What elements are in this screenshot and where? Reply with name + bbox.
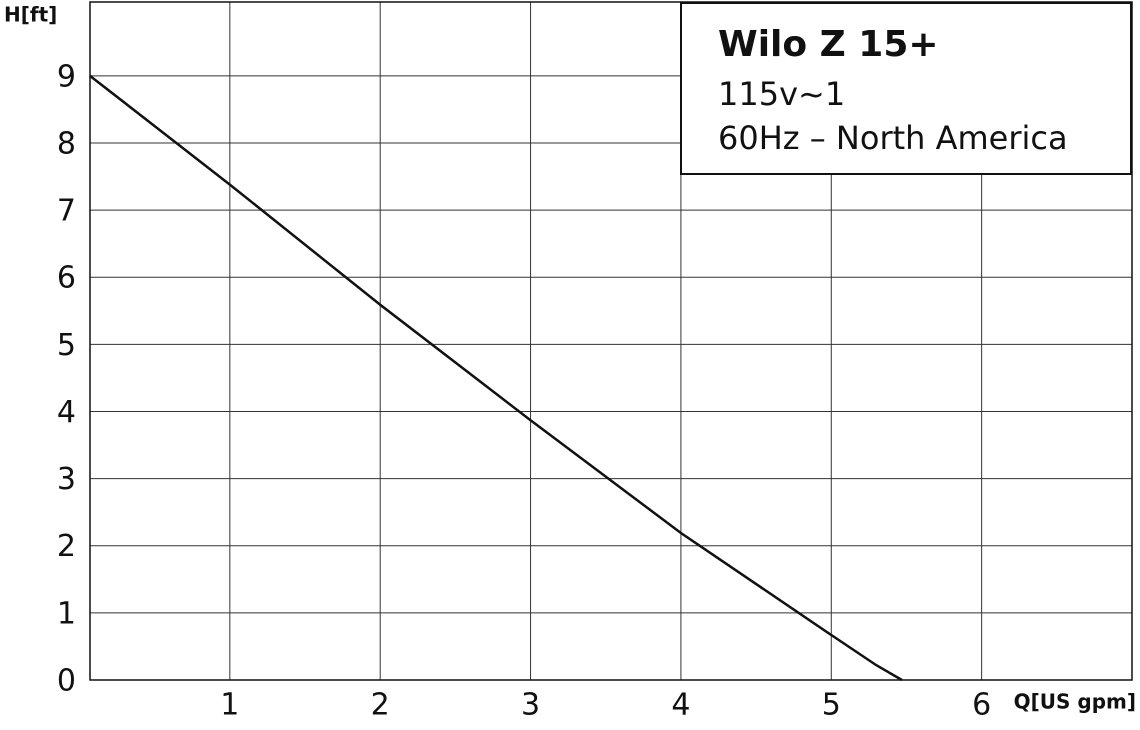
- y-tick-label: 2: [57, 529, 76, 564]
- annotation: 115v~1: [718, 75, 845, 113]
- x-tick-label: 5: [822, 688, 841, 723]
- y-tick-label: 4: [57, 395, 76, 430]
- x-tick-label: 6: [972, 688, 991, 723]
- y-axis-label: H[ft]: [4, 3, 57, 27]
- curve: [89, 74, 903, 682]
- y-tick-label: 8: [57, 126, 76, 161]
- y-tick-label: 9: [57, 59, 76, 94]
- y-tick-label: 7: [57, 194, 76, 229]
- chart-title: Wilo Z 15+: [718, 24, 939, 65]
- y-tick-label: 1: [57, 596, 76, 631]
- x-tick-label: 4: [671, 688, 690, 723]
- y-tick-label: 0: [57, 664, 76, 699]
- legend-box: [680, 2, 1132, 175]
- y-tick-label: 5: [57, 328, 76, 363]
- y-tick-label: 6: [57, 261, 76, 296]
- x-tick-label: 1: [220, 688, 239, 723]
- y-tick-label: 3: [57, 462, 76, 497]
- x-tick-label: 2: [371, 688, 390, 723]
- annotation: 60Hz – North America: [718, 119, 1068, 157]
- x-axis-label: Q[US gpm]: [1014, 690, 1136, 714]
- x-tick-label: 3: [521, 688, 540, 723]
- plot-frame: [89, 1, 1133, 681]
